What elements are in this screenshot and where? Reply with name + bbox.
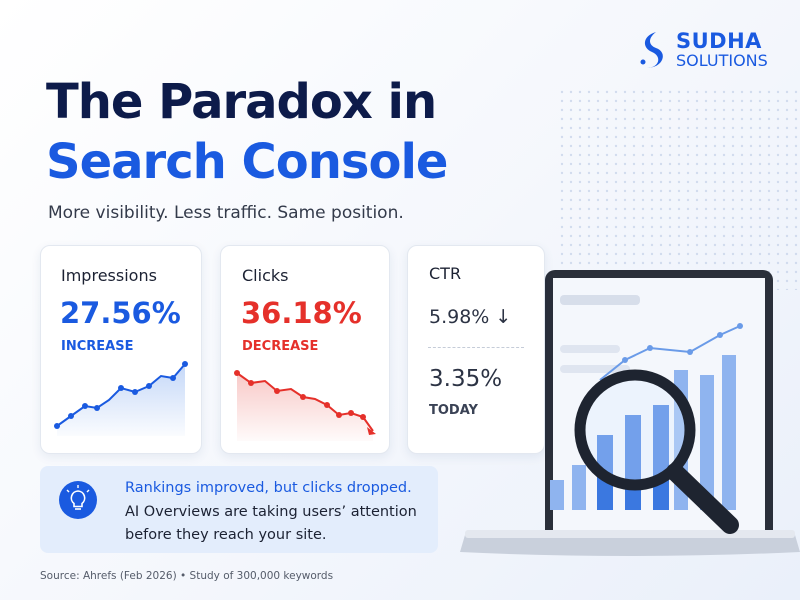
card-note: DECREASE [242, 339, 319, 354]
sparkline [234, 370, 376, 441]
metric-card: Clicks 36.18% DECREASE [220, 245, 390, 454]
card-label: CTR [429, 264, 462, 283]
logo-name: SUDHA [676, 29, 762, 53]
card-value: 36.18% [241, 296, 362, 330]
callout-line: AI Overviews are taking users’ attention [125, 504, 417, 520]
card-value: 5.98% ↓ [429, 306, 512, 328]
title-line: Search Console [46, 134, 448, 190]
logo-suffix: SOLUTIONS [676, 51, 768, 70]
metric-card: CTR 5.98% ↓ 3.35% TODAY [407, 245, 545, 454]
card-label: Impressions [61, 266, 157, 285]
subtitle: More visibility. Less traffic. Same posi… [48, 203, 404, 223]
card-note: INCREASE [61, 339, 134, 354]
card-note: TODAY [429, 403, 478, 418]
bulb-icon [59, 481, 97, 519]
callout-box: Rankings improved, but clicks dropped. A… [40, 466, 438, 553]
laptop-illustration [460, 270, 800, 556]
sparkline [54, 361, 188, 436]
title-line: The Paradox in [46, 74, 437, 130]
metric-card: Impressions 27.56% INCREASE [40, 245, 202, 454]
card-value: 27.56% [60, 296, 181, 330]
logo-icon [640, 32, 663, 68]
source-note: Source: Ahrefs (Feb 2026) • Study of 300… [40, 570, 334, 582]
divider [428, 347, 524, 348]
callout-line: before they reach your site. [125, 527, 327, 543]
dot-pattern [560, 90, 800, 290]
card-label: Clicks [242, 266, 289, 285]
callout-line: Rankings improved, but clicks dropped. [125, 480, 412, 496]
card-value: 3.35% [429, 366, 503, 392]
